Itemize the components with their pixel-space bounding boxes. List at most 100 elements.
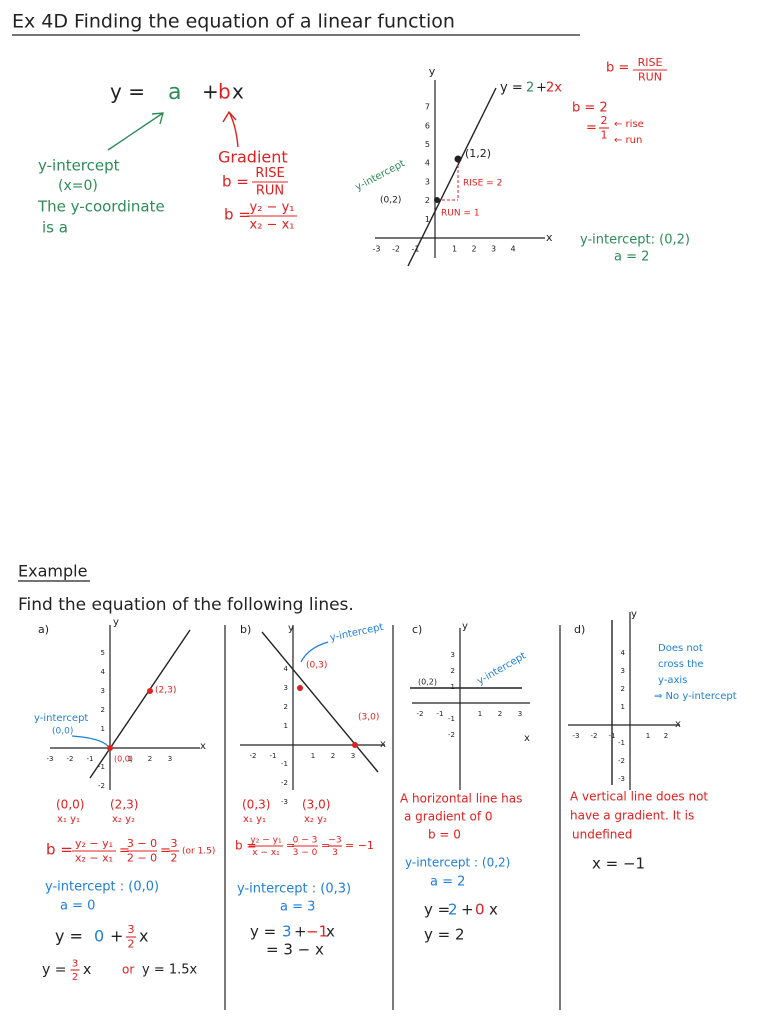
- x-tick-label: 1: [478, 710, 482, 718]
- x-tick-label: 1: [128, 755, 132, 763]
- note-text: or: [122, 963, 134, 977]
- y-tick-label: -2: [281, 779, 288, 787]
- note-text: a = 0: [60, 899, 95, 914]
- note-text: (3,0): [302, 798, 330, 812]
- y-tick-label: 1: [101, 725, 105, 733]
- axis-label: y: [631, 609, 637, 620]
- note-text: b =: [224, 206, 251, 224]
- fraction-denominator: 3: [332, 848, 338, 858]
- fraction-numerator: y₂ − y₁: [250, 836, 282, 846]
- formula: x: [232, 80, 244, 104]
- note-text: a = 2: [430, 875, 465, 890]
- point-label: (3,0): [358, 713, 379, 723]
- y-tick-label: 2: [451, 667, 455, 675]
- note-text: =: [586, 121, 597, 136]
- fraction-denominator: 1: [601, 129, 608, 142]
- fraction-denominator: 3 − 0: [293, 848, 318, 858]
- point-dot: [297, 685, 303, 691]
- x-tick-label: -2: [67, 755, 74, 763]
- axis-label: x: [200, 741, 206, 752]
- note-text: x₂ y₂: [304, 814, 327, 825]
- section-heading: Example: [18, 562, 87, 581]
- graph-b: [240, 625, 385, 790]
- y-tick-label: 3: [425, 177, 430, 186]
- intro-graph: [375, 80, 545, 267]
- x-tick-label: 2: [148, 755, 152, 763]
- part-label: c): [412, 623, 422, 636]
- note-text: = −1: [345, 839, 374, 852]
- point-dot: [147, 688, 153, 694]
- axis-label: x: [546, 231, 553, 244]
- note-text: =: [286, 839, 295, 852]
- note-text: x₁ y₁: [243, 814, 266, 825]
- note-text: (0,0): [52, 727, 73, 737]
- note-text: b = 0: [428, 828, 461, 842]
- x-tick-label: 3: [351, 752, 355, 760]
- fraction-numerator: 3 − 0: [127, 837, 157, 850]
- point-label: (0,3): [306, 661, 327, 671]
- page-title: Ex 4D Finding the equation of a linear f…: [12, 11, 455, 33]
- formula: b: [218, 80, 231, 104]
- note-text: y-intercept: (0,2): [580, 233, 690, 248]
- intercept-arrow: [107, 112, 164, 151]
- graph-line: [89, 629, 191, 779]
- point-dot: [454, 155, 462, 163]
- fraction-numerator: y₂ − y₁: [75, 837, 113, 850]
- x-tick-label: -1: [270, 752, 277, 760]
- x-tick-label: 2: [498, 710, 502, 718]
- axis-label: x: [675, 719, 681, 730]
- note-text: Does not: [658, 643, 703, 654]
- point-dot: [352, 742, 358, 748]
- y-tick-label: 4: [425, 159, 430, 168]
- note-text: −1: [306, 923, 328, 941]
- y-tick-label: 1: [621, 703, 625, 711]
- axis-label: x: [524, 733, 530, 744]
- y-tick-label: 7: [425, 103, 430, 112]
- note-text: y-intercept : (0,3): [237, 882, 351, 897]
- point-label: (2,3): [155, 686, 176, 696]
- x-tick-label: -2: [417, 710, 424, 718]
- x-tick-label: 1: [646, 732, 650, 740]
- origin-dot: [107, 745, 113, 751]
- y-tick-label: -2: [448, 731, 455, 739]
- x-tick-label: -1: [412, 245, 420, 254]
- x-tick-label: 2: [471, 245, 476, 254]
- formula: +: [202, 80, 219, 104]
- x-tick-label: -2: [392, 245, 400, 254]
- line-label: 2x: [546, 81, 562, 96]
- note-text: y-intercept: [34, 713, 88, 724]
- note-text: 0: [94, 927, 104, 946]
- x-tick-label: 3: [518, 710, 522, 718]
- note-text: RISE = 2: [463, 179, 502, 189]
- fraction-denominator: x₂ − x₁: [75, 852, 113, 865]
- note-text: is a: [42, 219, 68, 237]
- graph-c: [410, 628, 530, 790]
- note-text: have a gradient. It is: [570, 809, 694, 823]
- point-label: (0,2): [418, 678, 437, 687]
- intercept-arrow: [300, 641, 329, 663]
- y-tick-label: -1: [618, 739, 625, 747]
- note-text: (or 1.5): [182, 847, 215, 857]
- x-tick-label: -1: [437, 710, 444, 718]
- intercept-dot: [434, 197, 440, 203]
- x-tick-label: 3: [168, 755, 172, 763]
- y-tick-label: 1: [425, 215, 430, 224]
- note-text: b =: [235, 839, 257, 853]
- axis-label: x: [380, 739, 386, 750]
- gradient-arrow: [222, 110, 239, 148]
- note-text: 2: [448, 901, 458, 919]
- note-text: 3: [282, 923, 292, 941]
- x-tick-label: -1: [609, 732, 616, 740]
- note-text: RUN = 1: [441, 209, 480, 219]
- fraction-denominator: 2: [171, 852, 178, 865]
- fraction-denominator: RUN: [638, 71, 662, 84]
- graph-d: [568, 612, 680, 790]
- y-tick-label: 2: [284, 703, 288, 711]
- note-text: y =: [55, 927, 83, 946]
- note-text: Gradient: [218, 148, 288, 167]
- y-tick-label: 4: [621, 649, 626, 657]
- y-tick-label: 2: [621, 685, 625, 693]
- y-tick-label: 6: [425, 121, 430, 130]
- graph-line: [407, 87, 497, 267]
- note-text: y = 2: [424, 926, 465, 944]
